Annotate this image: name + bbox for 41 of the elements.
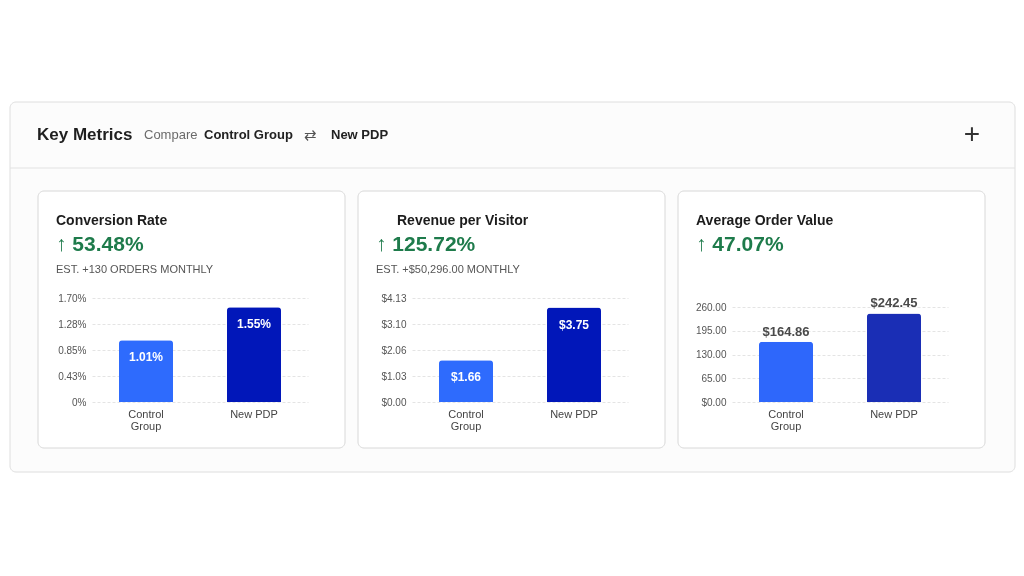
y-tick-label: 260.00 <box>695 301 727 313</box>
text: + <box>963 118 981 149</box>
chart-title: Average Order Value <box>696 212 834 228</box>
y-tick-label: $1.03 <box>381 370 407 382</box>
x-tick-label: New PDP <box>230 407 278 420</box>
chart-title: Conversion Rate <box>56 212 168 228</box>
text: New PDP <box>331 127 389 142</box>
y-tick-label: 195.00 <box>695 325 727 337</box>
text: Control Group <box>204 127 293 142</box>
y-tick-label: $3.10 <box>381 318 407 330</box>
data-label: 1.01% <box>128 350 164 365</box>
data-label: $164.86 <box>762 323 810 339</box>
data-label: $242.45 <box>870 295 918 311</box>
y-tick-label: 1.28% <box>58 318 87 330</box>
data-label: 1.55% <box>236 317 272 332</box>
text: Key Metrics <box>37 125 133 144</box>
text: EST. +130 ORDERS MONTHLY <box>56 263 214 275</box>
chart-subtitle: ↑ 53.48% <box>56 232 144 255</box>
y-tick-label: 1.70% <box>58 292 87 304</box>
chart-subtitle: ↑ 47.07% <box>696 232 784 255</box>
x-tick-label: Control Group <box>128 407 164 432</box>
y-tick-label: $0.00 <box>381 396 407 408</box>
x-tick-label: New PDP <box>550 407 598 420</box>
text: EST. +$50,296.00 MONTHLY <box>376 263 521 275</box>
x-tick-label: New PDP <box>870 407 918 420</box>
data-label: $3.75 <box>558 317 590 332</box>
y-tick-label: 65.00 <box>701 372 727 384</box>
y-tick-label: $4.13 <box>381 292 407 304</box>
data-label: $1.66 <box>450 370 482 385</box>
y-tick-label: $0.00 <box>701 396 727 408</box>
y-tick-label: 0% <box>72 396 87 408</box>
chart-title: Revenue per Visitor <box>397 212 529 228</box>
x-tick-label: Control Group <box>448 407 484 432</box>
y-tick-label: 0.85% <box>58 344 87 356</box>
y-tick-label: 130.00 <box>695 349 727 360</box>
text: ⇄ <box>303 126 317 143</box>
y-tick-label: $2.06 <box>381 344 407 356</box>
x-tick-label: Control Group <box>768 407 804 432</box>
y-tick-label: 0.43% <box>58 370 87 382</box>
chart-subtitle: ↑ 125.72% <box>376 232 476 255</box>
text: Compare <box>144 127 198 142</box>
